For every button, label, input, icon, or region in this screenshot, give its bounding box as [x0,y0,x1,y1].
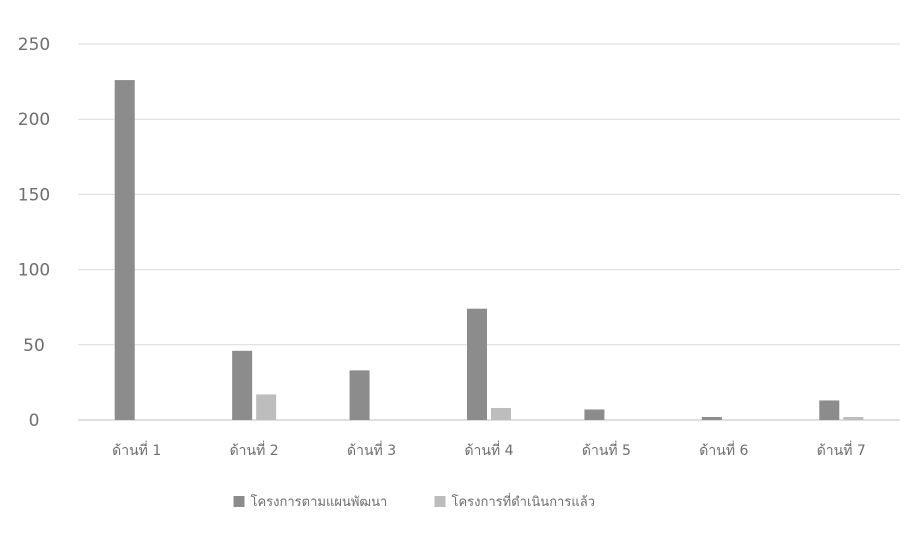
x-tick-label: ด้านที่ 5 [582,441,631,459]
x-tick-label: ด้านที่ 2 [230,441,279,459]
bar-1-6 [701,416,722,420]
legend-swatch-2 [434,496,446,507]
bar-2-4 [491,407,511,420]
bar-1-2 [232,350,253,420]
x-tick-label: ด้านที่ 4 [464,441,513,459]
legend-label-1: โครงการตามแผนพัฒนา [251,494,388,510]
x-tick-label: ด้านที่ 7 [817,441,866,459]
y-tick-label: 50 [23,336,45,356]
y-tick-label: 200 [18,110,50,130]
x-tick-label: ด้านที่ 3 [347,441,396,459]
bar-2-7 [843,416,864,420]
bar-1-1 [114,80,135,420]
bar-1-4 [467,308,487,420]
bar-1-5 [584,409,605,420]
bar-1-3 [349,370,370,420]
y-tick-label: 100 [18,261,50,281]
y-tick-label: 250 [18,35,50,55]
y-tick-label: 0 [29,411,40,431]
bar-2-2 [256,394,277,420]
legend-swatch-1 [233,496,245,507]
bar-1-7 [819,400,840,420]
x-tick-label: ด้านที่ 1 [112,441,161,459]
x-tick-label: ด้านที่ 6 [699,441,748,459]
legend-label-2: โครงการที่ดำเนินการแล้ว [452,493,596,510]
y-tick-label: 150 [18,185,50,205]
